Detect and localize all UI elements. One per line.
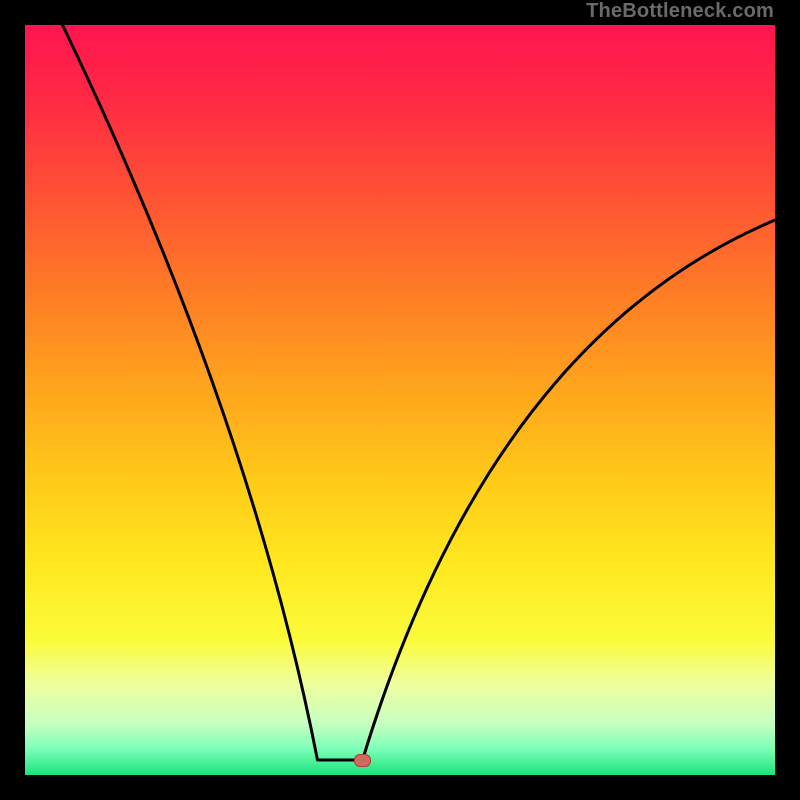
chart-frame: TheBottleneck.com — [0, 0, 800, 800]
bottleneck-curve — [25, 25, 775, 775]
plot-area — [25, 25, 775, 775]
optimum-marker — [354, 754, 371, 767]
watermark-text: TheBottleneck.com — [586, 0, 774, 23]
